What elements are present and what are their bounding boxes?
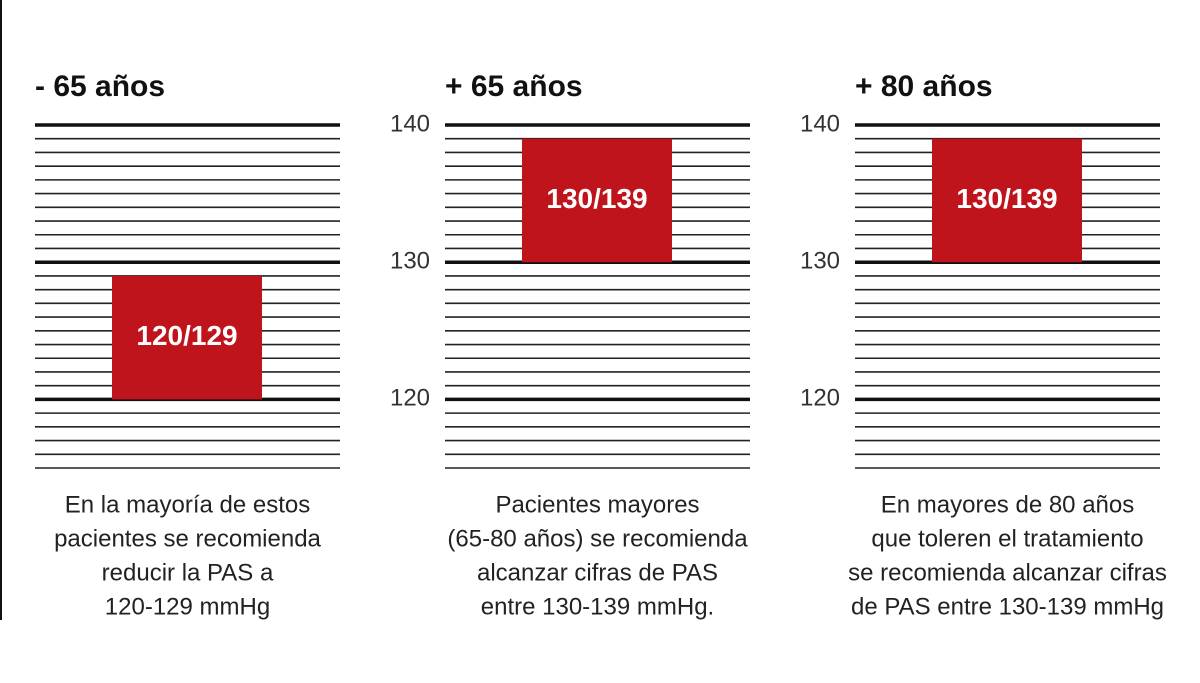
value-label: 130/139 <box>956 183 1057 214</box>
range-bar <box>522 138 672 263</box>
range-bar <box>112 275 262 400</box>
value-label: 120/129 <box>136 320 237 351</box>
description-line: reducir la PAS a <box>102 559 274 586</box>
description-line: entre 130-139 mmHg. <box>481 593 714 620</box>
description-line: se recomienda alcanzar cifras <box>848 559 1167 586</box>
y-tick-label: 140 <box>390 110 430 137</box>
description-line: (65-80 años) se recomienda <box>447 525 748 552</box>
description-line: pacientes se recomienda <box>54 525 321 552</box>
y-tick-label: 140 <box>800 110 840 137</box>
description-line: de PAS entre 130-139 mmHg <box>851 593 1164 620</box>
description-line: En mayores de 80 años <box>881 491 1135 518</box>
description-line: 120-129 mmHg <box>105 593 270 620</box>
panel-title: + 80 años <box>855 70 993 103</box>
panel-title: - 65 años <box>35 70 165 103</box>
description-line: Pacientes mayores <box>495 491 699 518</box>
y-tick-label: 120 <box>390 385 430 412</box>
panel-title: + 65 años <box>445 70 583 103</box>
description-line: que toleren el tratamiento <box>871 525 1143 552</box>
description-line: alcanzar cifras de PAS <box>477 559 718 586</box>
y-tick-label: 130 <box>800 248 840 275</box>
value-label: 130/139 <box>546 183 647 214</box>
range-bar <box>932 138 1082 263</box>
y-tick-label: 130 <box>390 248 430 275</box>
y-tick-label: 120 <box>800 385 840 412</box>
description-line: En la mayoría de estos <box>65 491 310 518</box>
